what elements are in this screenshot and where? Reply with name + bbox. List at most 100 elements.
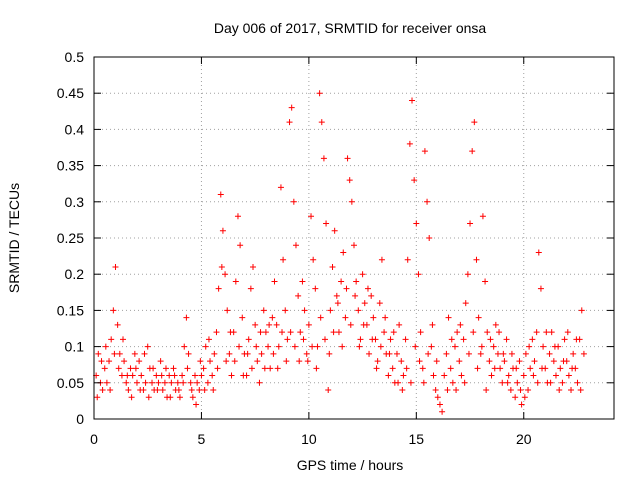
data-point bbox=[417, 329, 424, 336]
data-point bbox=[283, 358, 290, 365]
x-tick-label: 15 bbox=[409, 431, 425, 447]
data-point bbox=[352, 292, 359, 299]
data-point bbox=[458, 372, 465, 379]
data-point bbox=[496, 329, 503, 336]
data-point bbox=[161, 379, 168, 386]
axis-ticks bbox=[93, 56, 614, 420]
data-point bbox=[561, 336, 568, 343]
data-point bbox=[551, 343, 558, 350]
data-point bbox=[475, 314, 482, 321]
data-point bbox=[150, 365, 157, 372]
data-point bbox=[256, 379, 263, 386]
data-point bbox=[204, 379, 211, 386]
data-point bbox=[449, 379, 456, 386]
x-tick-label: 10 bbox=[301, 431, 317, 447]
data-point bbox=[318, 119, 325, 126]
data-point bbox=[456, 358, 463, 365]
x-tick-label: 5 bbox=[198, 431, 206, 447]
data-point bbox=[270, 350, 277, 357]
y-tick-label: 0.45 bbox=[57, 85, 84, 101]
data-point bbox=[504, 379, 511, 386]
data-point bbox=[210, 387, 217, 394]
data-point bbox=[530, 372, 537, 379]
data-point bbox=[200, 365, 207, 372]
data-point bbox=[142, 379, 149, 386]
data-point bbox=[211, 350, 218, 357]
data-point bbox=[205, 336, 212, 343]
data-point bbox=[127, 365, 134, 372]
data-point bbox=[159, 387, 166, 394]
data-point bbox=[244, 350, 251, 357]
data-point bbox=[187, 379, 194, 386]
x-tick-labels: 0 5 10 15 20 bbox=[90, 431, 532, 447]
data-point bbox=[253, 343, 260, 350]
data-point bbox=[522, 350, 529, 357]
data-point bbox=[295, 292, 302, 299]
data-point bbox=[364, 285, 371, 292]
data-point bbox=[323, 220, 330, 227]
y-tick-label: 0.5 bbox=[65, 49, 85, 65]
data-point bbox=[560, 358, 567, 365]
data-point bbox=[114, 321, 121, 328]
data-point bbox=[439, 408, 446, 415]
y-tick-label: 0.1 bbox=[65, 339, 85, 355]
data-point bbox=[467, 220, 474, 227]
y-tick-label: 0.25 bbox=[57, 230, 84, 246]
data-point bbox=[451, 343, 458, 350]
data-point bbox=[376, 300, 383, 307]
data-point bbox=[568, 387, 575, 394]
data-point bbox=[213, 329, 220, 336]
data-point bbox=[469, 148, 476, 155]
data-point bbox=[303, 350, 310, 357]
data-point bbox=[191, 372, 198, 379]
data-point bbox=[368, 292, 375, 299]
data-point bbox=[157, 358, 164, 365]
data-point bbox=[158, 372, 165, 379]
data-point bbox=[326, 350, 333, 357]
data-point bbox=[460, 336, 467, 343]
data-point bbox=[478, 343, 485, 350]
data-point bbox=[382, 314, 389, 321]
data-point bbox=[99, 387, 106, 394]
data-point bbox=[385, 372, 392, 379]
data-point bbox=[378, 256, 385, 263]
data-point bbox=[432, 387, 439, 394]
data-point bbox=[483, 387, 490, 394]
data-point bbox=[132, 365, 139, 372]
data-point bbox=[232, 278, 239, 285]
data-point bbox=[331, 227, 338, 234]
data-point bbox=[479, 213, 486, 220]
data-point bbox=[296, 358, 303, 365]
data-point bbox=[107, 387, 114, 394]
data-point bbox=[215, 285, 222, 292]
data-point bbox=[250, 263, 257, 270]
data-point bbox=[387, 336, 394, 343]
data-point bbox=[252, 321, 259, 328]
data-point bbox=[120, 336, 127, 343]
data-point bbox=[196, 387, 203, 394]
data-point bbox=[153, 372, 160, 379]
data-point bbox=[381, 329, 388, 336]
data-point bbox=[174, 379, 181, 386]
data-point bbox=[564, 329, 571, 336]
data-point bbox=[314, 343, 321, 350]
data-point bbox=[487, 336, 494, 343]
data-point bbox=[175, 387, 182, 394]
data-point bbox=[512, 394, 519, 401]
data-point bbox=[351, 242, 357, 249]
data-point bbox=[533, 329, 540, 336]
data-point bbox=[353, 278, 360, 285]
data-point bbox=[531, 358, 538, 365]
data-point bbox=[116, 350, 123, 357]
data-point bbox=[577, 387, 584, 394]
data-point bbox=[389, 365, 396, 372]
data-point bbox=[355, 307, 362, 314]
data-point bbox=[508, 350, 515, 357]
data-point bbox=[344, 155, 351, 162]
data-point bbox=[465, 350, 472, 357]
data-point bbox=[329, 263, 336, 270]
data-point bbox=[462, 300, 469, 307]
data-point bbox=[398, 358, 405, 365]
data-point bbox=[520, 372, 527, 379]
